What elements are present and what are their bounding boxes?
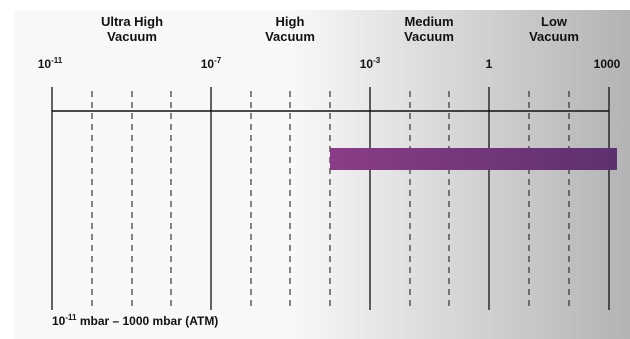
tick-label-1e-11: 10-11 [37, 56, 63, 72]
region-label-medium-vacuum: Medium Vacuum [404, 14, 454, 44]
tick-label-1e-3: 10-3 [359, 56, 381, 72]
region-label-low-vacuum: Low Vacuum [529, 14, 579, 44]
tick-label-1: 1 [485, 57, 493, 71]
region-label-ultra-high-vacuum: Ultra High Vacuum [100, 14, 164, 44]
region-label-high-vacuum: High Vacuum [265, 14, 315, 44]
tick-label-1e-7: 10-7 [200, 56, 222, 72]
tick-label-1000: 1000 [593, 57, 621, 71]
gridlines [51, 87, 610, 310]
pressure-range-bar [330, 148, 617, 170]
panel-background [14, 10, 630, 339]
pressure-range-footnote: 10-11 mbar – 1000 mbar (ATM) [52, 313, 219, 329]
